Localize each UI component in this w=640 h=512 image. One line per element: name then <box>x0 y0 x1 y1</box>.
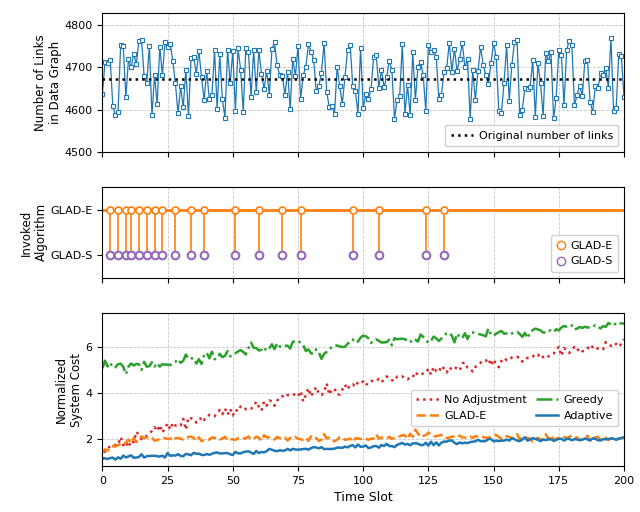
Greedy <box>122 371 130 377</box>
Adaptive <box>99 456 106 462</box>
Legend: Original number of links: Original number of links <box>445 125 618 146</box>
GLAD-E <box>145 434 153 440</box>
Greedy <box>148 359 156 366</box>
Y-axis label: Normalized
System Cost: Normalized System Cost <box>55 353 83 426</box>
GLAD-E <box>101 446 109 453</box>
Adaptive <box>320 446 328 452</box>
No Adjustment <box>145 430 153 436</box>
GLAD-E <box>317 437 325 443</box>
No Adjustment <box>99 456 106 462</box>
GLAD-E <box>579 436 586 442</box>
Adaptive <box>579 437 586 443</box>
GLAD-E <box>620 435 628 441</box>
Greedy <box>620 321 628 327</box>
GLAD-E <box>99 449 106 455</box>
GLAD-E <box>412 426 419 433</box>
Adaptive <box>101 455 109 461</box>
No Adjustment <box>620 336 628 342</box>
Line: Greedy: Greedy <box>102 323 624 374</box>
Greedy <box>579 325 586 331</box>
Greedy <box>292 338 300 344</box>
No Adjustment <box>289 391 296 397</box>
Adaptive <box>383 441 390 447</box>
Greedy <box>383 339 390 345</box>
Adaptive <box>111 457 119 463</box>
Original number of links <box>101 76 109 82</box>
Greedy <box>610 320 618 326</box>
Adaptive <box>148 453 156 459</box>
No Adjustment <box>317 392 325 398</box>
X-axis label: Time Slot: Time Slot <box>334 491 392 504</box>
Adaptive <box>620 434 628 440</box>
GLAD-E <box>289 436 296 442</box>
Line: GLAD-E: GLAD-E <box>102 430 624 452</box>
No Adjustment <box>576 345 584 351</box>
No Adjustment <box>101 447 109 454</box>
Adaptive <box>292 446 300 453</box>
Greedy <box>99 365 106 371</box>
Greedy <box>101 357 109 364</box>
Greedy <box>320 351 328 357</box>
Original number of links <box>99 76 106 82</box>
Legend: GLAD-E, GLAD-S: GLAD-E, GLAD-S <box>550 236 618 272</box>
Y-axis label: Number of Links
in Data Graph: Number of Links in Data Graph <box>34 34 61 131</box>
Line: No Adjustment: No Adjustment <box>102 339 624 459</box>
Y-axis label: Invoked
Algorithm: Invoked Algorithm <box>20 203 47 262</box>
GLAD-E <box>380 435 388 441</box>
Legend: No Adjustment, GLAD-E, Greedy, Adaptive: No Adjustment, GLAD-E, Greedy, Adaptive <box>411 390 618 426</box>
Line: Adaptive: Adaptive <box>102 437 624 460</box>
No Adjustment <box>380 376 388 382</box>
